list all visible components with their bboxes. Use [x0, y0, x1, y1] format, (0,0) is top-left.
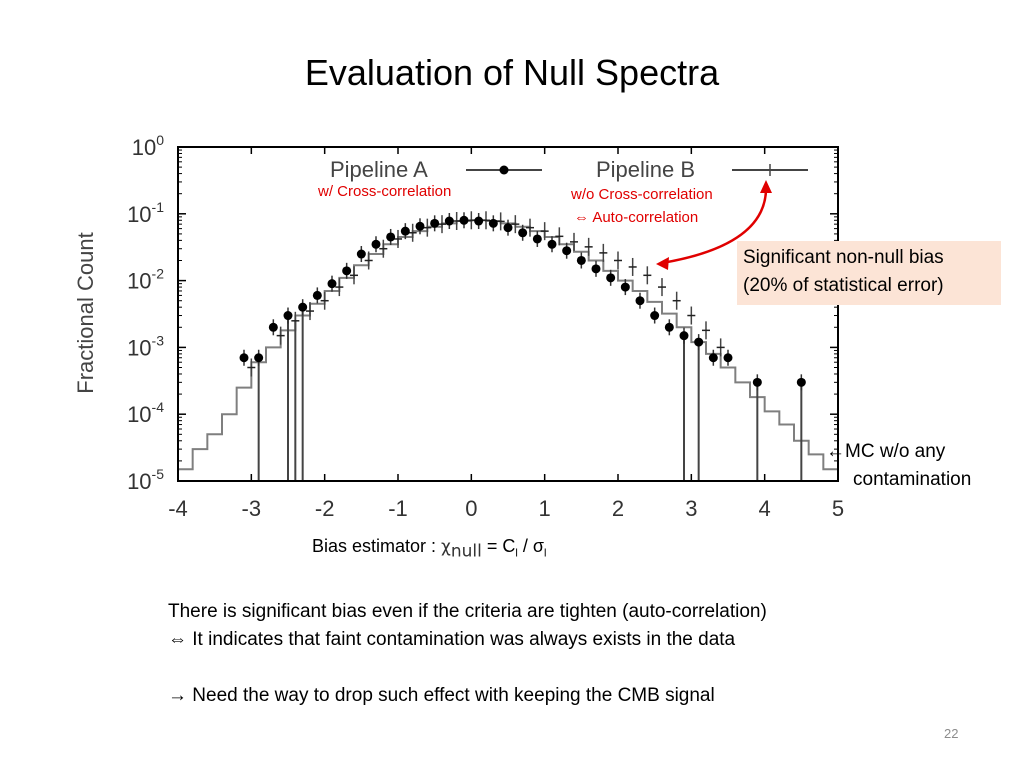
estimator-chi-symbol: χ [441, 537, 451, 557]
pipeline-a-point [283, 311, 293, 321]
estimator-prefix: Bias estimator : [312, 536, 442, 556]
pipeline-a-point [444, 216, 454, 226]
mc-label-line-1: MC w/o any [845, 441, 946, 462]
body-line-3: → Need the way to drop such effect with … [168, 685, 715, 706]
pipeline-a-point [327, 279, 337, 289]
estimator-l-subscript-2: l [543, 547, 547, 560]
x-tick-label: 0 [465, 496, 477, 521]
chart-legend: Pipeline A Pipeline B [330, 157, 808, 182]
error-bar-layer [257, 307, 803, 481]
page-number: 22 [944, 726, 959, 741]
points-layer [239, 211, 806, 391]
pipeline-a-point [430, 218, 440, 228]
x-tick-label: 2 [612, 496, 624, 521]
pipeline-a-point [239, 353, 249, 363]
pipeline-a-point [254, 353, 264, 363]
pipeline-a-point [620, 282, 630, 292]
annotation-cross-correlation: w/ Cross-correlation [318, 183, 452, 200]
pipeline-a-point [268, 322, 278, 332]
pipeline-a-point [562, 246, 572, 256]
callout-arrow [661, 185, 768, 265]
y-axis-label: Fractional Count [73, 232, 98, 393]
callout-line-1: Significant non-null bias [743, 247, 944, 268]
y-tick-label: 10-5 [127, 466, 164, 494]
legend-label-pipeline-b: Pipeline B [596, 157, 695, 182]
body-spacer [168, 654, 767, 682]
bias-estimator: Bias estimator : χnull = Cl / σl [312, 536, 546, 562]
estimator-equals: = C [481, 536, 516, 556]
y-tick-label: 10-3 [127, 332, 164, 360]
pipeline-a-point [606, 273, 616, 283]
plot-frame [177, 146, 839, 482]
estimator-chi-subscript: null [450, 541, 482, 562]
mc-label: ←MC w/o any contamination [826, 438, 971, 494]
pipeline-a-point [356, 249, 366, 259]
estimator-l-subscript-1: l [515, 547, 518, 560]
axis-layer: -4 -3 -2 -1 0 1 2 3 4 5 100 10-1 10-2 10-3 10-4 10-5 [127, 132, 844, 521]
callout-line-2: (20% of statistical error) [743, 275, 944, 296]
legend-marker-pipeline-a [499, 165, 509, 175]
bias-callout-box: Significant non-null bias (20% of statis… [737, 241, 1001, 305]
pipeline-a-point [591, 264, 601, 274]
y-tick-label: 10-4 [127, 399, 164, 427]
x-tick-label: -3 [242, 496, 262, 521]
pipeline-a-point [400, 226, 410, 236]
pipeline-a-point [635, 296, 645, 306]
mc-arrow-glyph: ← [826, 441, 845, 462]
estimator-slash-sigma: / σ [517, 536, 544, 556]
annotation-auto-correlation: ⇔ Auto-correlation [574, 209, 699, 226]
y-tick-label: 100 [132, 132, 164, 160]
pipeline-a-point [752, 377, 762, 387]
pipeline-a-point [415, 221, 425, 231]
pipeline-a-point [488, 218, 498, 228]
pipeline-a-point [298, 302, 308, 312]
callout-arrow-head-bottom [656, 257, 669, 270]
x-tick-label: 3 [685, 496, 697, 521]
pipeline-a-point [679, 331, 689, 341]
x-tick-label: 4 [759, 496, 771, 521]
pipeline-a-point [694, 337, 704, 347]
body-text: There is significant bias even if the cr… [168, 598, 767, 710]
x-tick-label: 5 [832, 496, 844, 521]
pipeline-a-point [312, 290, 322, 300]
pipeline-a-point [474, 216, 484, 226]
y-tick-label: 10-2 [127, 266, 164, 294]
pipeline-a-point [459, 215, 469, 225]
pipeline-a-point [796, 377, 806, 387]
body-line-2: ⇔ It indicates that faint contamination … [168, 629, 736, 650]
pipeline-a-point [723, 353, 733, 363]
x-tick-label: -2 [315, 496, 335, 521]
x-tick-label: 1 [539, 496, 551, 521]
pipeline-a-point [503, 223, 513, 233]
callout-arrow-head-top [760, 180, 772, 193]
x-tick-label: -4 [168, 496, 188, 521]
pipeline-a-point [518, 228, 528, 238]
pipeline-a-point [576, 255, 586, 265]
pipeline-a-point [371, 239, 381, 249]
legend-label-pipeline-a: Pipeline A [330, 157, 428, 182]
pipeline-a-point [342, 266, 352, 276]
pipeline-a-point [650, 311, 660, 321]
x-tick-label: -1 [388, 496, 408, 521]
pipeline-a-point [547, 239, 557, 249]
pipeline-a-point [664, 322, 674, 332]
mc-label-line-2: contamination [853, 469, 972, 490]
pipeline-a-point [532, 234, 542, 244]
y-tick-label: 10-1 [127, 199, 164, 227]
pipeline-a-point [386, 232, 396, 242]
pipeline-a-point [708, 353, 718, 363]
slide-title: Evaluation of Null Spectra [304, 52, 720, 93]
body-line-1: There is significant bias even if the cr… [168, 601, 767, 622]
annotation-no-cross-correlation: w/o Cross-correlation [571, 186, 713, 203]
